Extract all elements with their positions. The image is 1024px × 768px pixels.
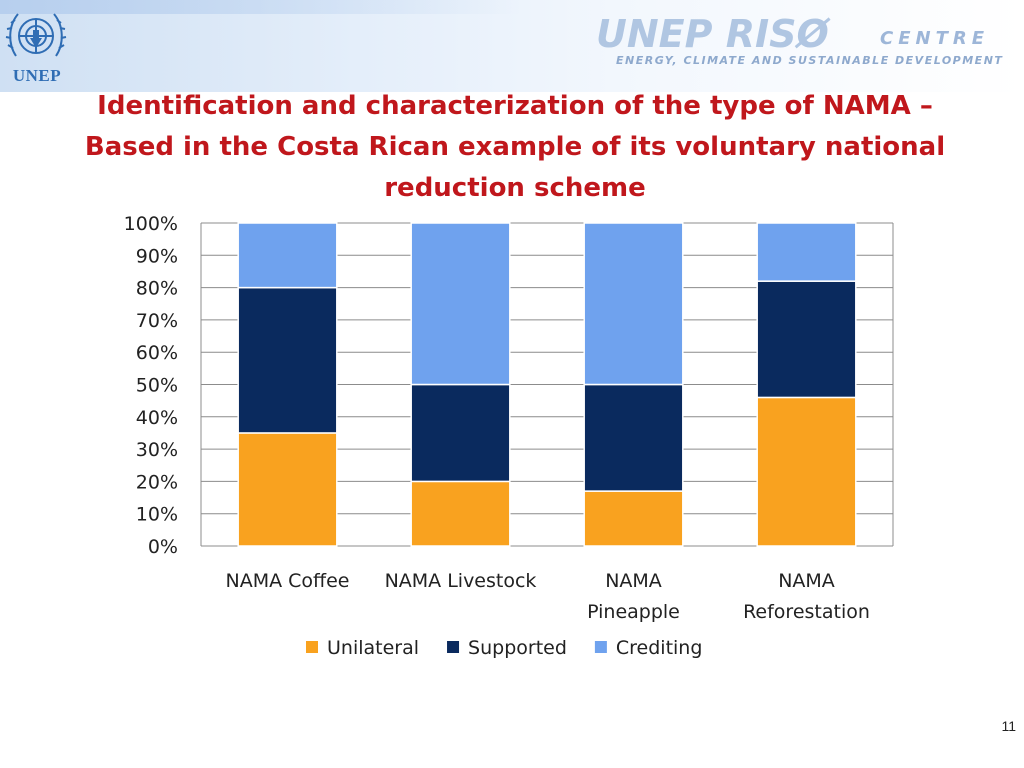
bar-segment <box>583 222 684 386</box>
bar-segment <box>237 222 338 289</box>
legend: Unilateral Supported Crediting <box>306 637 702 659</box>
bar-segment <box>410 480 511 547</box>
x-tick-label: Reforestation <box>743 601 870 623</box>
x-axis-labels: NAMA Coffee NAMA Livestock NAMA Pineapple NA… <box>225 570 869 623</box>
legend-swatch <box>447 641 460 653</box>
bar-segment <box>756 396 857 547</box>
slide-title: Identification and characterization of t… <box>84 91 946 203</box>
brand-centre-text: CENTRE <box>880 28 990 49</box>
y-tick-label: 100% <box>124 213 178 235</box>
legend-label: Supported <box>468 637 567 659</box>
legend-label: Crediting <box>616 637 703 659</box>
x-tick-label: NAMA Livestock <box>385 570 537 592</box>
bar-segment <box>756 222 857 282</box>
y-axis-ticks: 0% 10% 20% 30% 40% 50% 60% 70% 80% 90% 100% <box>124 213 178 558</box>
y-tick-label: 40% <box>136 407 178 429</box>
legend-label: Unilateral <box>327 637 419 659</box>
bar-segment <box>583 490 684 547</box>
bar-segment <box>756 280 857 399</box>
bar-segment <box>237 286 338 434</box>
page-number: 11 <box>1001 718 1016 734</box>
x-tick-label: NAMA <box>778 570 835 592</box>
y-tick-label: 50% <box>136 375 178 397</box>
y-tick-label: 30% <box>136 439 178 461</box>
bar-segment <box>583 383 684 492</box>
brand-subtitle: ENERGY, CLIMATE AND SUSTAINABLE DEVELOPM… <box>616 54 1004 67</box>
x-tick-label: Pineapple <box>587 601 680 623</box>
y-tick-label: 60% <box>136 342 178 364</box>
brand-main-text: UNEP RISØ <box>596 12 829 56</box>
header-stripe <box>0 0 520 14</box>
y-tick-label: 20% <box>136 471 178 493</box>
y-tick-label: 80% <box>136 278 178 300</box>
header-band <box>0 0 1024 92</box>
bars <box>237 222 857 547</box>
y-tick-label: 70% <box>136 310 178 332</box>
legend-swatch <box>306 641 318 653</box>
y-tick-label: 90% <box>136 245 178 267</box>
x-tick-label: NAMA <box>605 570 662 592</box>
unep-logo-text: UNEP <box>12 66 62 85</box>
legend-swatch <box>594 641 607 653</box>
bar-segment <box>237 432 338 547</box>
bar-segment <box>410 383 511 483</box>
y-tick-label: 10% <box>136 504 178 526</box>
unep-riso-centre-logo: UNEP RISØ CENTRE ENERGY, CLIMATE AND SUS… <box>596 12 1016 72</box>
y-tick-label: 0% <box>148 536 178 558</box>
un-emblem-icon <box>5 13 67 57</box>
bar-segment <box>410 222 511 386</box>
x-tick-label: NAMA Coffee <box>225 570 349 592</box>
